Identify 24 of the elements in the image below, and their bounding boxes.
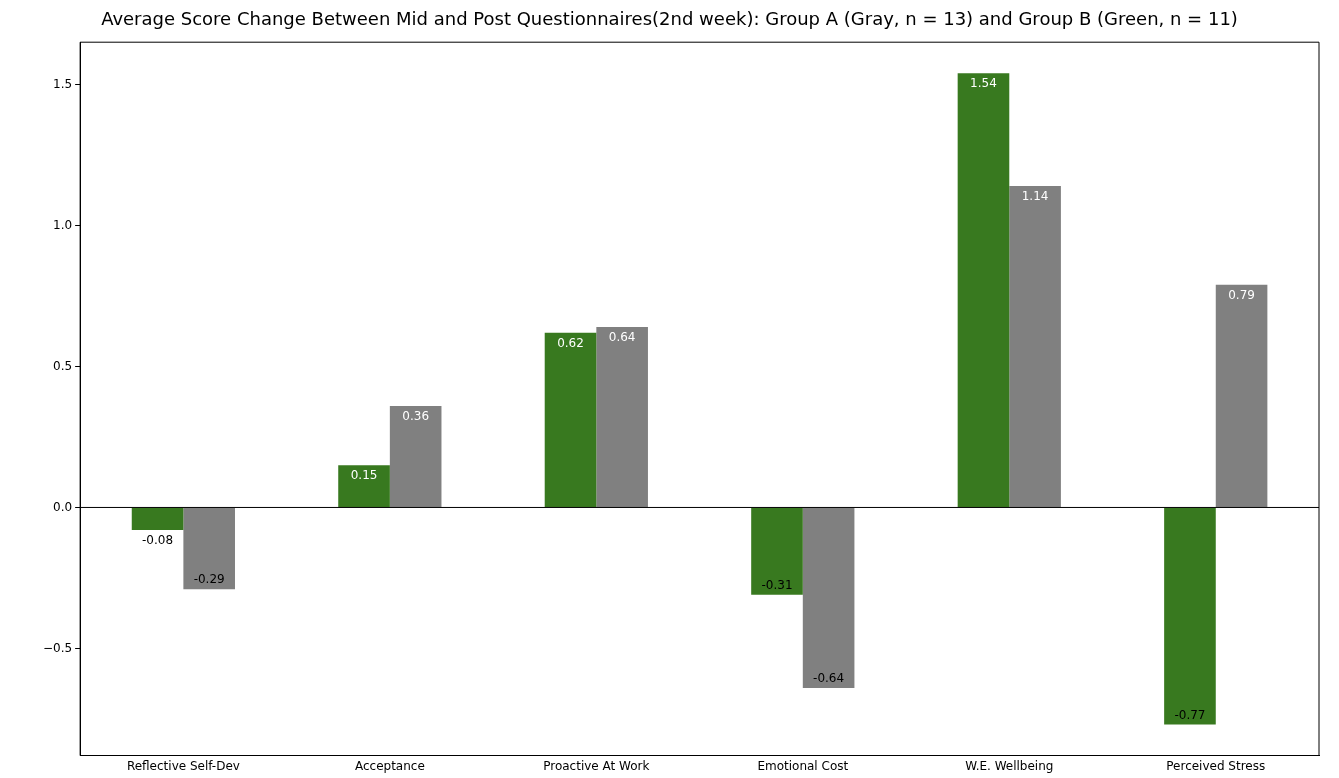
data-label: 0.62 — [557, 335, 584, 350]
x-tick-label: Emotional Cost — [757, 758, 849, 773]
y-tick-label: 0.0 — [53, 499, 73, 514]
data-label: 0.36 — [402, 408, 430, 423]
x-tick-label: Acceptance — [354, 758, 425, 773]
data-label: 1.54 — [970, 76, 997, 91]
x-tick-label: Proactive At Work — [543, 758, 650, 773]
data-label: -0.08 — [142, 533, 174, 548]
data-label: -0.31 — [761, 577, 793, 592]
y-tick-label: −0.5 — [43, 640, 73, 655]
y-tick-label: 0.5 — [53, 358, 73, 373]
data-label: 0.15 — [350, 468, 378, 483]
chart-title: Average Score Change Between Mid and Post Questionnaires(2nd week): Group A (Gray, n = 13) and Group B (Green, n = 11) — [100, 8, 1239, 31]
data-label: 0.64 — [608, 330, 636, 344]
data-label: -0.64 — [813, 670, 845, 685]
y-tick-label: 1.5 — [53, 76, 73, 91]
x-tick-label: W.E. Wellbeing — [965, 758, 1054, 773]
x-tick-label: Reflective Self-Dev — [126, 758, 240, 773]
data-label: -0.77 — [1174, 707, 1206, 722]
data-label: 0.79 — [1228, 287, 1255, 302]
x-tick-label: Perceived Stress — [1166, 758, 1266, 773]
y-tick-label: 1.0 — [53, 217, 73, 232]
data-label: 1.14 — [1021, 189, 1049, 204]
data-label: -0.29 — [193, 572, 225, 587]
